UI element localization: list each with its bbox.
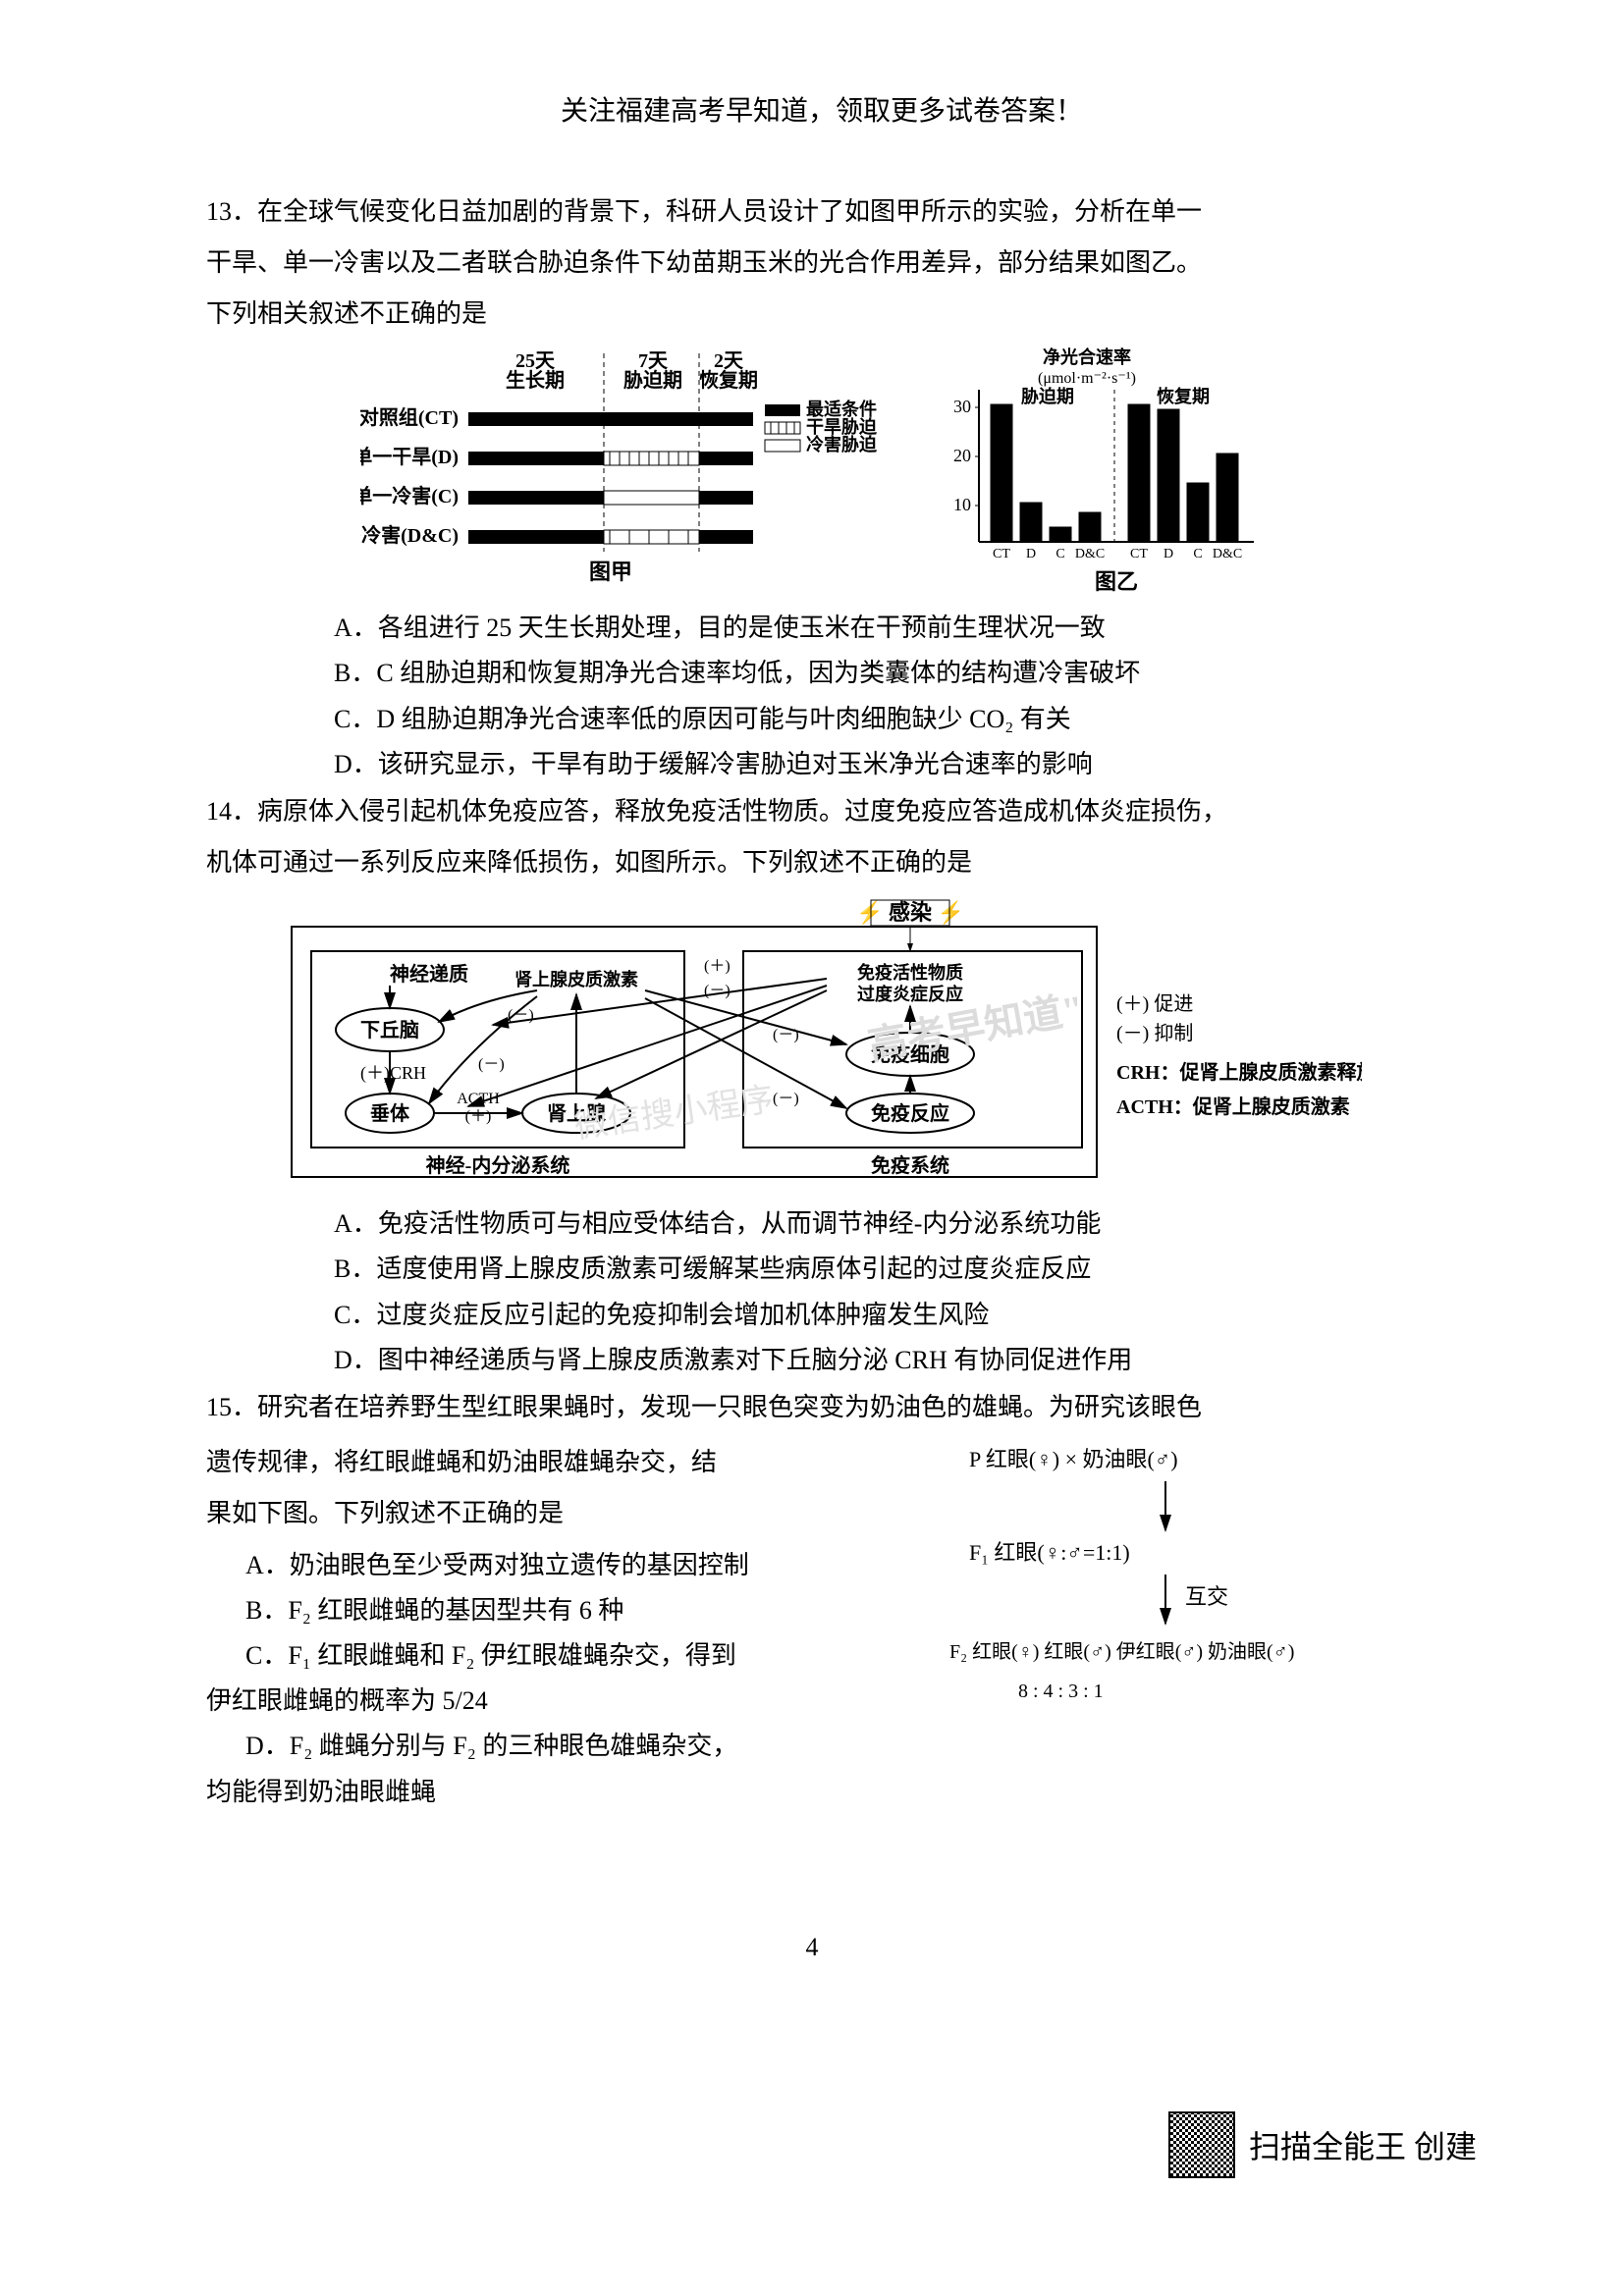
svg-text:过度炎症反应: 过度炎症反应 [857, 984, 963, 1004]
svg-text:(μmol·m⁻²·s⁻¹): (μmol·m⁻²·s⁻¹) [1038, 370, 1136, 387]
svg-text:胁迫期: 胁迫期 [1021, 386, 1074, 406]
svg-text:干旱胁迫: 干旱胁迫 [806, 416, 878, 437]
svg-text:⚡ 感染 ⚡: ⚡ 感染 ⚡ [856, 900, 964, 926]
svg-text:垂体: 垂体 [370, 1101, 410, 1125]
svg-text:图乙: 图乙 [1095, 569, 1138, 594]
q14-diagram: 神经-内分泌系统 免疫系统 ⚡ 感染 ⚡ 神经递质 下丘脑 (＋)CRH 垂体 … [282, 892, 1362, 1197]
svg-text:(＋): (＋) [465, 1108, 492, 1125]
q15-stem-l3: 果如下图。下列叙述不正确的是 [206, 1492, 920, 1535]
svg-text:免疫反应: 免疫反应 [871, 1101, 949, 1125]
svg-text:ACTH：促肾上腺皮质激素: ACTH：促肾上腺皮质激素 [1116, 1095, 1350, 1118]
svg-text:(＋)CRH: (＋)CRH [360, 1063, 426, 1084]
q13-opt-c: C．D 组胁迫期净光合速率低的原因可能与叶肉细胞缺少 CO₂ 有关 [334, 698, 1437, 741]
page-number: 4 [806, 1933, 819, 1962]
svg-text:(－): (－) [508, 1007, 534, 1024]
q14-opt-d: D．图中神经递质与肾上腺皮质激素对下丘脑分泌 CRH 有协同促进作用 [334, 1339, 1437, 1382]
svg-text:F₁ 红眼(♀:♂=1:1): F₁ 红眼(♀:♂=1:1) [969, 1540, 1130, 1565]
q15-opt-d1: D．F₂ 雌蝇分别与 F₂ 的三种眼色雄蝇杂交， [245, 1725, 920, 1768]
svg-text:净光合速率: 净光合速率 [1043, 347, 1131, 367]
svg-text:D&C: D&C [1213, 547, 1242, 561]
svg-text:肾上腺皮质激素: 肾上腺皮质激素 [514, 969, 638, 989]
svg-text:8 : 4 : 3 :: 8 : 4 : 3 : 1 [1018, 1681, 1104, 1702]
exam-page: 关注福建高考早知道，领取更多试卷答案！ 13．在全球气候变化日益加剧的背景下，科… [0, 0, 1624, 1816]
svg-text:生长期: 生长期 [506, 369, 565, 392]
q14-stem-l1: 14．病原体入侵引起机体免疫应答，释放免疫活性物质。过度免疫应答造成机体炎症损伤… [206, 790, 1437, 833]
svg-text:25天: 25天 [515, 350, 556, 372]
svg-text:微信搜小程序: 微信搜小程序 [572, 1081, 776, 1146]
svg-text:P 红眼(♀) × 奶油眼(♂): P 红眼(♀) × 奶油眼(♂) [969, 1447, 1178, 1471]
svg-text:最适条件: 最适条件 [806, 399, 877, 419]
svg-text:30: 30 [953, 397, 971, 416]
qr-icon [1168, 2111, 1235, 2178]
q15-opt-d2: 均能得到奶油眼雌蝇 [206, 1771, 920, 1814]
q13-figure-1: 25天 生长期 7天 胁迫期 2天 恢复期 对照组(CT) 单一干旱(D) 单一… [360, 346, 881, 591]
q15-opt-c2: 伊红眼雌蝇的概率为 5/24 [206, 1680, 920, 1723]
svg-text:D&C: D&C [1075, 547, 1105, 561]
q13-figure-2: 净光合速率 (μmol·m⁻²·s⁻¹) 30 20 10 胁迫期 恢复期 [920, 346, 1283, 601]
q13-opt-b: B．C 组胁迫期和恢复期净光合速率均低，因为类囊体的结构遭冷害破坏 [334, 652, 1437, 695]
q14-opt-c: C．过度炎症反应引起的免疫抑制会增加机体肿瘤发生风险 [334, 1294, 1437, 1337]
q14-stem-l2: 机体可通过一系列反应来降低损伤，如图所示。下列叙述不正确的是 [206, 841, 1437, 884]
svg-text:(－) 抑制: (－) 抑制 [1116, 1022, 1193, 1044]
svg-text:(－): (－) [773, 1027, 799, 1043]
page-header: 关注福建高考早知道，领取更多试卷答案！ [206, 88, 1437, 135]
svg-text:CT: CT [993, 547, 1010, 561]
svg-text:神经递质: 神经递质 [390, 962, 468, 986]
svg-text:CT: CT [1130, 547, 1148, 561]
q15-cross-diagram: P 红眼(♀) × 奶油眼(♂) F₁ 红眼(♀:♂=1:1) 互交 F₂ 红眼… [949, 1437, 1437, 1735]
svg-text:C: C [1193, 547, 1202, 561]
svg-text:(＋) 促进: (＋) 促进 [1116, 992, 1193, 1015]
svg-text:20: 20 [953, 446, 971, 465]
svg-text:(－): (－) [704, 983, 731, 999]
svg-text:2天: 2天 [714, 350, 744, 372]
svg-text:干旱+冷害(D&C): 干旱+冷害(D&C) [360, 523, 459, 547]
q15-opt-c1: C．F₁ 红眼雌蝇和 F₂ 伊红眼雄蝇杂交，得到 [245, 1634, 920, 1678]
svg-text:互交: 互交 [1185, 1584, 1228, 1609]
svg-text:神经-内分泌系统: 神经-内分泌系统 [426, 1153, 570, 1177]
q15-stem-l1: 15．研究者在培养野生型红眼果蝇时，发现一只眼色突变为奶油色的雄蝇。为研究该眼色 [206, 1386, 1437, 1429]
q13-stem-l1: 13．在全球气候变化日益加剧的背景下，科研人员设计了如图甲所示的实验，分析在单一 [206, 190, 1437, 234]
svg-text:(－): (－) [478, 1056, 505, 1073]
scanner-text: 扫描全能王 创建 [1249, 2122, 1477, 2167]
q13-stem-l3: 下列相关叙述不正确的是 [206, 293, 1437, 336]
svg-text:(＋): (＋) [704, 958, 731, 975]
q13-stem-l2: 干旱、单一冷害以及二者联合胁迫条件下幼苗期玉米的光合作用差异，部分结果如图乙。 [206, 241, 1437, 285]
svg-text:单一干旱(D): 单一干旱(D) [360, 445, 459, 468]
q14-opt-a: A．免疫活性物质可与相应受体结合，从而调节神经-内分泌系统功能 [334, 1202, 1437, 1246]
q15-opt-a: A．奶油眼色至少受两对独立遗传的基因控制 [245, 1544, 920, 1587]
svg-text:F₂ 红眼(♀) 红眼(♂) 伊红眼(♂) 奶油眼(♂): F₂ 红眼(♀) 红眼(♂) 伊红眼(♂) 奶油眼(♂) [949, 1640, 1294, 1663]
q14-opt-b: B．适度使用肾上腺皮质激素可缓解某些病原体引起的过度炎症反应 [334, 1248, 1437, 1291]
svg-text:D: D [1164, 547, 1173, 561]
svg-text:对照组(CT): 对照组(CT) [360, 405, 459, 429]
svg-text:图甲: 图甲 [589, 560, 632, 584]
q15-stem-l2: 遗传规律，将红眼雌蝇和奶油眼雄蝇杂交，结 [206, 1441, 920, 1484]
q13-opt-a: A．各组进行 25 天生长期处理，目的是使玉米在干预前生理状况一致 [334, 607, 1437, 650]
svg-text:10: 10 [953, 495, 971, 514]
svg-text:胁迫期: 胁迫期 [623, 368, 682, 392]
svg-text:ACTH: ACTH [457, 1091, 500, 1107]
svg-text:免疫活性物质: 免疫活性物质 [857, 962, 963, 983]
svg-text:CRH：促肾上腺皮质激素释放激素: CRH：促肾上腺皮质激素释放激素 [1116, 1060, 1362, 1084]
svg-text:7天: 7天 [638, 350, 669, 372]
q15-opt-b: B．F₂ 红眼雌蝇的基因型共有 6 种 [245, 1589, 920, 1632]
svg-text:单一冷害(C): 单一冷害(C) [360, 484, 459, 507]
scanner-badge: 扫描全能王 创建 [1168, 2111, 1477, 2178]
svg-text:恢复期: 恢复期 [699, 368, 758, 392]
svg-text:免疫系统: 免疫系统 [871, 1153, 949, 1177]
svg-text:冷害胁迫: 冷害胁迫 [806, 434, 878, 454]
svg-text:C: C [1056, 547, 1064, 561]
q13-opt-d: D．该研究显示，干旱有助于缓解冷害胁迫对玉米净光合速率的影响 [334, 743, 1437, 786]
svg-text:恢复期: 恢复期 [1157, 386, 1210, 406]
svg-text:D: D [1026, 547, 1036, 561]
q13-figures: 25天 生长期 7天 胁迫期 2天 恢复期 对照组(CT) 单一干旱(D) 单一… [206, 346, 1437, 601]
svg-text:下丘脑: 下丘脑 [360, 1018, 419, 1041]
svg-text:(－): (－) [773, 1091, 799, 1107]
